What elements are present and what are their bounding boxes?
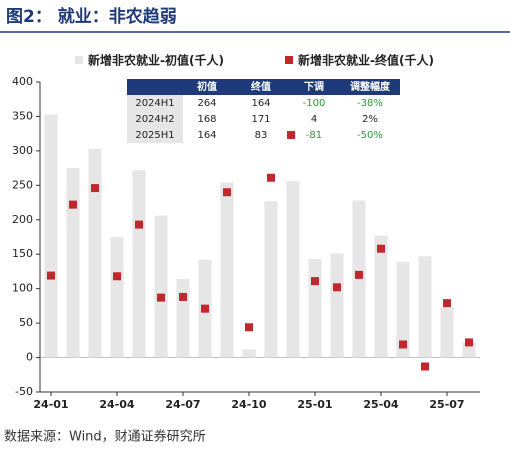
source: 数据来源：Wind，财通证券研究所 [4, 429, 206, 445]
table-header-bg [127, 79, 400, 95]
bar [176, 279, 190, 358]
marker [69, 200, 77, 209]
marker [223, 188, 231, 197]
marker [421, 362, 429, 371]
marker [201, 304, 209, 313]
y-tick-label: 150 [12, 247, 33, 260]
y-tick-label: 400 [12, 75, 33, 88]
x-tick-label: 25-04 [363, 398, 399, 411]
marker [465, 338, 473, 347]
marker [311, 277, 319, 286]
bar [374, 235, 388, 358]
marker [399, 340, 407, 349]
table-cell: 2% [362, 114, 378, 125]
marker [443, 299, 451, 308]
table-cell: 164 [197, 130, 216, 141]
bar [330, 253, 344, 358]
table-cell: -50% [357, 130, 383, 141]
marker [91, 184, 99, 193]
table-cell: -81 [306, 130, 322, 141]
bar [88, 148, 102, 358]
table-cell: 164 [251, 98, 270, 109]
legend-swatch [75, 56, 83, 64]
marker [333, 283, 341, 292]
table-cell: 2025H1 [135, 130, 174, 141]
table-cell: 2024H1 [135, 98, 174, 109]
marker [377, 244, 385, 253]
bar [154, 215, 168, 358]
x-tick-label: 24-07 [165, 398, 200, 411]
x-tick-label: 25-07 [429, 398, 464, 411]
bar [286, 181, 300, 358]
table-marker [287, 131, 295, 139]
bar [352, 200, 366, 358]
legend-swatch [285, 56, 293, 64]
legend-label: 新增非农就业-终值(千人) [298, 53, 434, 68]
x-tick-label: 24-04 [99, 398, 135, 411]
marker [135, 220, 143, 229]
table-header: 终值 [251, 80, 271, 93]
y-tick-label: -50 [15, 385, 33, 398]
y-tick-label: 300 [12, 144, 33, 157]
table-row-label-bg [127, 111, 183, 127]
bar [220, 182, 234, 358]
marker [245, 323, 253, 332]
marker [113, 272, 121, 281]
marker [179, 292, 187, 301]
y-tick-label: 200 [12, 213, 33, 226]
chart-title: 图2： 就业：非农趋弱 [6, 6, 177, 27]
bar [440, 307, 454, 358]
table-cell: 264 [197, 98, 216, 109]
table-cell: 83 [255, 130, 268, 141]
marker [47, 271, 55, 280]
table-cell: 168 [197, 114, 216, 125]
x-tick-label: 25-01 [297, 398, 332, 411]
y-tick-label: 0 [26, 351, 33, 364]
y-tick-label: 100 [12, 282, 33, 295]
x-tick-label: 24-01 [33, 398, 68, 411]
bar [66, 168, 80, 358]
bar [110, 237, 124, 358]
table-header: 初值 [197, 80, 217, 93]
table-cell: 171 [251, 114, 270, 125]
y-tick-label: 350 [12, 109, 33, 122]
bar [264, 201, 278, 358]
bar [44, 114, 58, 358]
table-header: 调整幅度 [350, 80, 391, 93]
table-cell: -38% [357, 98, 383, 109]
bar [308, 259, 322, 358]
bar [242, 349, 256, 358]
bar [132, 170, 146, 358]
table-cell: 2024H2 [135, 114, 174, 125]
legend-label: 新增非农就业-初值(千人) [88, 53, 224, 68]
marker [355, 270, 363, 279]
table-row-label-bg [127, 127, 183, 143]
y-tick-label: 250 [12, 178, 33, 191]
table-cell: -100 [303, 98, 326, 109]
marker [157, 293, 165, 302]
table-header: 下调 [304, 80, 324, 93]
x-tick-label: 24-10 [231, 398, 267, 411]
y-tick-label: 50 [19, 316, 33, 329]
bar [396, 261, 410, 358]
table-cell: 4 [311, 114, 317, 125]
table-row-label-bg [127, 95, 183, 111]
marker [267, 173, 275, 182]
bar [418, 256, 432, 358]
